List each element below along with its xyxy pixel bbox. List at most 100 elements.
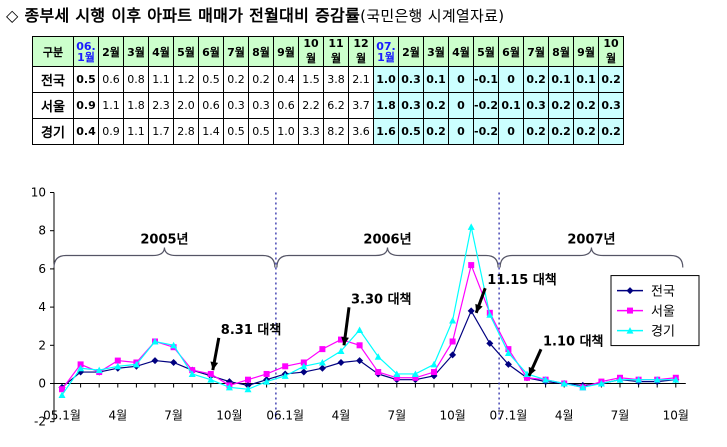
data-point (338, 336, 344, 343)
x-tick-label: 06.1월 (266, 409, 304, 423)
table-month-header: 4월 (448, 36, 474, 67)
table-cell: 3.8 (323, 66, 349, 93)
table-cell: 0.3 (398, 92, 424, 119)
table-cell: 0.3 (398, 66, 424, 93)
annotation-arrowhead (475, 303, 483, 313)
table-month-header: 7월 (223, 36, 249, 67)
table-month-header: 9월 (573, 36, 600, 67)
table-row: 서울 0.9 1.1 1.8 2.3 2.0 0.6 0.3 0.3 0.6 2.2 6.2 3.7 1.… (32, 92, 625, 119)
table-cell: 2.2 (298, 92, 324, 119)
data-point (300, 368, 308, 376)
table-header-row: 구분 06. 1월 2월 3월 4월 5월 6월 7월 8월 9월 10월 11월 12월 07. 1월 2월 3… (32, 36, 625, 67)
series-line-경기 (61, 226, 676, 396)
data-table: 구분 06. 1월 2월 3월 4월 5월 6월 7월 8월 9월 10월 11월 12월 07. 1월 2월 3… (32, 36, 625, 145)
data-point (170, 341, 178, 349)
table-cell: 0.1 (548, 66, 575, 93)
line-chart: -2 0 2 4 6 8 10 05.1월 4월 7월 10월 06.1월 4월 7월 10월 07.1월 4월… (31, 186, 700, 429)
table-cell: 0.1 (498, 92, 525, 119)
data-point (653, 376, 661, 383)
table-cell: 2.8 (173, 118, 199, 145)
data-point (114, 357, 121, 364)
data-point (635, 376, 643, 383)
table-month-header: 2월 (98, 36, 124, 67)
table-cell: 0 (498, 118, 525, 145)
table-cell: 0 (448, 92, 474, 119)
title-main: ◇ 종부세 시행 이후 아파트 매매가 전월대비 증감률 (6, 6, 361, 25)
table-cell: 6.2 (323, 92, 349, 119)
table-month-header: 11월 (323, 36, 349, 67)
data-point (132, 360, 140, 368)
table-cell: 0.3 (523, 92, 550, 119)
data-point (616, 376, 624, 383)
year-label: 2005년 (140, 233, 188, 248)
table-month-header: 07. 1월 (373, 36, 399, 67)
data-point (95, 366, 103, 374)
data-point (431, 369, 437, 376)
x-tick-label: 7월 (164, 409, 183, 423)
data-point (337, 358, 345, 366)
table-cell: 0.2 (598, 66, 625, 93)
annotation-arrowhead (341, 336, 349, 346)
x-tick-label: 7월 (611, 409, 630, 423)
data-point (411, 370, 419, 377)
data-point (672, 376, 680, 383)
data-point (77, 364, 85, 372)
table-cell: 0 (498, 66, 525, 93)
table-row: 경기 0.4 0.9 1.1 1.7 2.8 1.4 0.5 0.5 1.0 3.3 8.2 3.6 1.… (32, 118, 625, 145)
data-point (449, 316, 457, 324)
year-brace (276, 247, 499, 268)
data-point (412, 374, 419, 381)
annotation-arrowhead (528, 366, 536, 376)
y-tick-label: 8 (38, 224, 46, 238)
x-tick-label: 07.1월 (490, 409, 528, 423)
year-label: 2006년 (363, 233, 411, 248)
data-point (542, 376, 550, 383)
table-cell: -0.2 (472, 92, 500, 119)
x-tick-label: 7월 (387, 409, 406, 423)
data-point (281, 372, 289, 379)
data-point (189, 367, 196, 374)
table-month-header: 8월 (248, 36, 274, 67)
table-cell: 0.9 (73, 92, 99, 119)
data-point (356, 357, 364, 365)
table-cell: 3.7 (348, 92, 374, 119)
table-cell: 0.2 (523, 66, 550, 93)
data-point (504, 360, 512, 368)
table-month-header: 6월 (198, 36, 224, 67)
data-point (245, 376, 251, 383)
annotation-label: 1.10 대책 (543, 334, 604, 349)
table-cell: 1.4 (198, 118, 224, 145)
data-point (300, 362, 308, 370)
data-point (430, 372, 438, 380)
data-point (449, 351, 457, 359)
y-tick-label: 4 (38, 300, 46, 314)
table-cell: 0.6 (98, 66, 124, 93)
data-point (449, 338, 456, 345)
table-cell: 0.2 (248, 66, 274, 93)
data-point (524, 374, 530, 381)
table-cell: 3.3 (298, 118, 324, 145)
table-cell: 0.2 (573, 118, 600, 145)
table-cell: 1.1 (148, 66, 174, 93)
data-point (77, 368, 85, 376)
data-point (467, 223, 475, 230)
table-cell: 0 (448, 118, 474, 145)
series-line-서울 (61, 263, 676, 390)
table-cell: 0.3 (248, 92, 274, 119)
table-cell: 1.2 (173, 66, 199, 93)
table-cell: 1.5 (298, 66, 324, 93)
data-point (59, 386, 65, 393)
table-cell: 0.4 (273, 66, 299, 93)
y-tick-label: -2 (34, 415, 46, 429)
data-point (393, 374, 400, 381)
data-point (486, 339, 494, 347)
year-label: 2007년 (567, 233, 615, 248)
table-row-label: 전국 (32, 66, 74, 93)
table-month-header: 8월 (548, 36, 575, 67)
table-cell: 0.6 (198, 92, 224, 119)
data-point (300, 359, 307, 366)
data-point (356, 326, 364, 334)
table-cell: 0.2 (548, 118, 575, 145)
data-point (170, 358, 178, 366)
table-cell: -0.2 (472, 118, 500, 145)
